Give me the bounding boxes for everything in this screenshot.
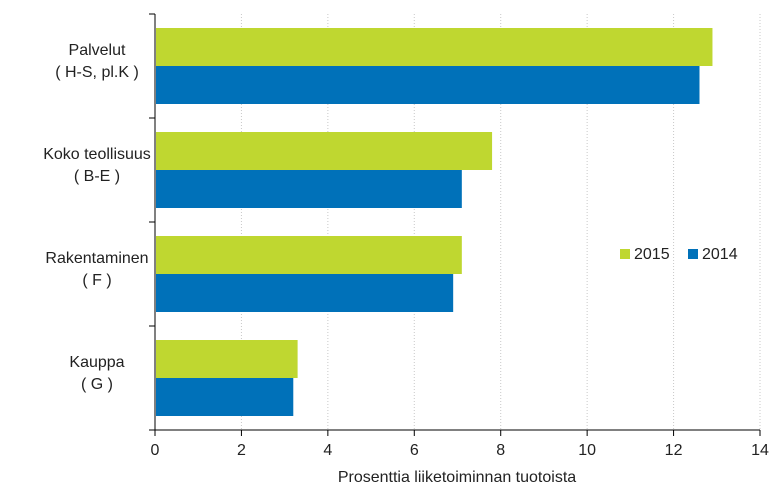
- bar-2014-0: [156, 66, 700, 104]
- x-tick-label: 14: [751, 442, 769, 459]
- category-label: ( H-S, pl.K ): [55, 64, 139, 81]
- bar-2014-2: [156, 274, 454, 312]
- legend-label-2015: 2015: [634, 246, 670, 263]
- category-label: Rakentaminen: [45, 250, 148, 267]
- category-label: ( F ): [82, 272, 111, 289]
- x-tick-label: 2: [237, 442, 246, 459]
- category-label: ( B-E ): [74, 168, 120, 185]
- category-label: Kauppa: [69, 354, 124, 371]
- x-axis-label: Prosenttia liiketoiminnan tuotoista: [338, 469, 576, 486]
- bar-2014-1: [156, 170, 462, 208]
- category-label: ( G ): [81, 376, 113, 393]
- x-tick-label: 6: [410, 442, 419, 459]
- axes: [149, 13, 761, 436]
- category-label: Palvelut: [69, 42, 126, 59]
- x-tick-label: 12: [665, 442, 683, 459]
- bar-2015-2: [156, 236, 462, 274]
- x-tick-label: 4: [323, 442, 332, 459]
- x-tick-label: 8: [496, 442, 505, 459]
- bars: [156, 28, 713, 416]
- bar-2015-1: [156, 132, 493, 170]
- legend-swatch-2015: [620, 249, 630, 259]
- bar-2014-3: [156, 378, 294, 416]
- category-label: Koko teollisuus: [43, 146, 151, 163]
- x-tick-label: 0: [151, 442, 160, 459]
- x-tick-labels: 0 2 4 6 8 10 12 14: [151, 442, 769, 459]
- legend: 2015 2014: [620, 246, 738, 263]
- legend-swatch-2014: [688, 249, 698, 259]
- category-labels: Palvelut ( H-S, pl.K ) Koko teollisuus ( B-…: [43, 42, 151, 393]
- bar-2015-0: [156, 28, 713, 66]
- bar-2015-3: [156, 340, 298, 378]
- legend-label-2014: 2014: [702, 246, 738, 263]
- x-tick-label: 10: [578, 442, 596, 459]
